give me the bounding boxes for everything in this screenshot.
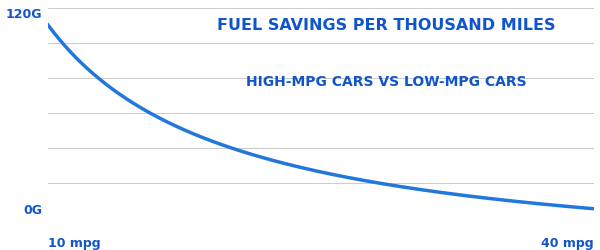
Text: 10 mpg: 10 mpg [48,237,101,250]
Text: FUEL SAVINGS PER THOUSAND MILES: FUEL SAVINGS PER THOUSAND MILES [217,18,556,33]
Text: 40 mpg: 40 mpg [541,237,594,250]
Text: 0G: 0G [23,204,43,218]
Text: HIGH-MPG CARS VS LOW-MPG CARS: HIGH-MPG CARS VS LOW-MPG CARS [246,75,527,89]
Text: 120G: 120G [6,8,43,20]
